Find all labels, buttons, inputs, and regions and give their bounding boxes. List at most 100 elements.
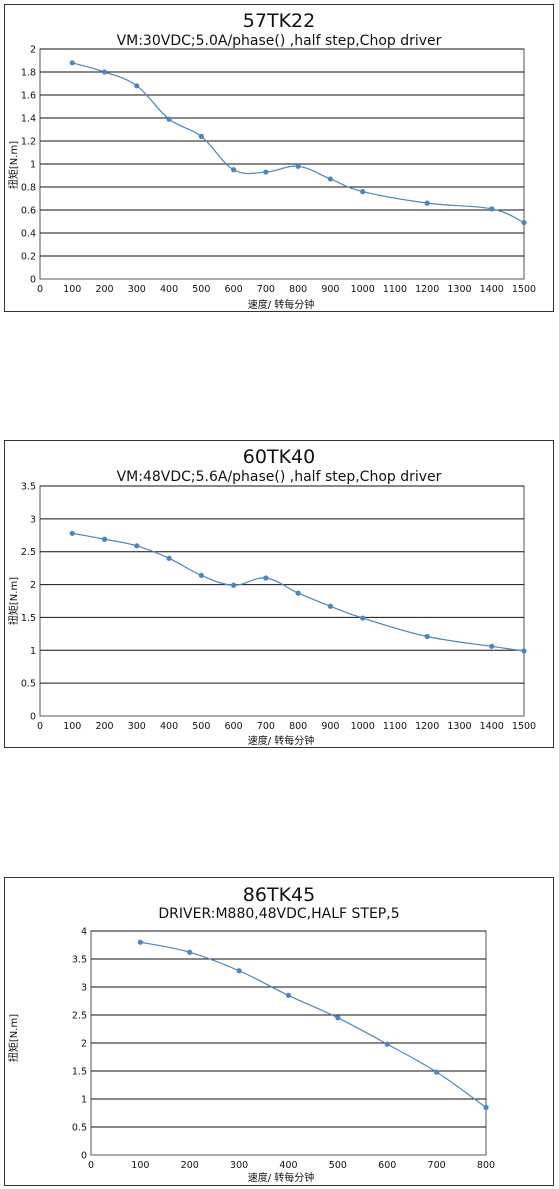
x-tick-label: 500 bbox=[329, 1160, 347, 1171]
y-tick-label: 1 bbox=[30, 646, 36, 657]
x-tick-label: 400 bbox=[160, 284, 178, 295]
x-tick-label: 100 bbox=[63, 721, 81, 732]
y-tick-label: 3.5 bbox=[21, 482, 36, 493]
x-tick-label: 1300 bbox=[447, 284, 471, 295]
data-point bbox=[424, 633, 430, 640]
x-tick-label: 1500 bbox=[512, 284, 536, 295]
x-tick-label: 200 bbox=[181, 1160, 199, 1171]
x-tick-label: 100 bbox=[63, 284, 81, 295]
torque-chart-57tk22: 57TK22 VM:30VDC;5.0A/phase() ,half step,… bbox=[4, 4, 554, 312]
data-point bbox=[521, 648, 527, 654]
y-tick-label: 0.2 bbox=[21, 252, 36, 263]
y-tick-label: 0 bbox=[30, 275, 36, 286]
data-point bbox=[295, 590, 301, 596]
data-point bbox=[101, 536, 108, 542]
x-tick-label: 700 bbox=[257, 721, 275, 732]
series-line bbox=[72, 62, 525, 224]
x-tick-label: 1100 bbox=[383, 284, 407, 295]
y-tick-label: 1.2 bbox=[21, 137, 36, 148]
x-tick-label: 100 bbox=[131, 1160, 149, 1171]
chart-svg-57tk22: 57TK22 VM:30VDC;5.0A/phase() ,half step,… bbox=[7, 10, 536, 311]
y-tick-label: 2 bbox=[81, 1039, 87, 1050]
data-point bbox=[198, 133, 204, 139]
chart-svg-60tk40: 60TK40 VM:48VDC;5.6A/phase() ,half step,… bbox=[7, 446, 536, 747]
y-axis-label: 扭矩[N.m] bbox=[7, 577, 20, 625]
chart-subtitle: DRIVER:M880,48VDC,HALF STEP,5 bbox=[158, 906, 399, 922]
y-tick-label: 0.8 bbox=[21, 183, 36, 194]
y-tick-label: 1 bbox=[30, 160, 36, 171]
data-point bbox=[69, 530, 75, 536]
data-point bbox=[521, 220, 527, 226]
x-tick-label: 1000 bbox=[351, 284, 375, 295]
x-tick-label: 900 bbox=[321, 284, 339, 295]
chart-title: 86TK45 bbox=[243, 884, 315, 906]
data-point bbox=[236, 968, 242, 974]
x-axis-label: 速度/ 转每分钟 bbox=[248, 298, 315, 311]
data-point bbox=[327, 176, 333, 182]
x-tick-label: 1200 bbox=[415, 721, 439, 732]
x-axis-label: 速度/ 转每分钟 bbox=[248, 1171, 315, 1184]
x-tick-label: 200 bbox=[95, 721, 113, 732]
data-point bbox=[166, 116, 172, 122]
x-tick-label: 900 bbox=[321, 721, 339, 732]
y-axis-label: 扭矩[N.m] bbox=[7, 1014, 20, 1062]
x-axis-label: 速度/ 转每分钟 bbox=[248, 734, 315, 747]
x-tick-label: 0 bbox=[37, 284, 43, 295]
x-tick-label: 800 bbox=[289, 721, 307, 732]
x-tick-label: 1500 bbox=[512, 721, 536, 732]
x-tick-label: 300 bbox=[128, 721, 146, 732]
y-tick-label: 2 bbox=[30, 580, 36, 591]
x-tick-label: 800 bbox=[477, 1160, 495, 1171]
x-tick-label: 300 bbox=[230, 1160, 248, 1171]
y-tick-label: 1.8 bbox=[21, 68, 36, 79]
data-point bbox=[263, 169, 269, 175]
x-tick-label: 800 bbox=[289, 284, 307, 295]
y-tick-label: 1.6 bbox=[21, 91, 36, 102]
data-point bbox=[187, 949, 193, 955]
data-point bbox=[434, 1069, 440, 1075]
y-tick-label: 1 bbox=[81, 1095, 87, 1106]
data-point bbox=[134, 83, 140, 89]
y-tick-label: 3 bbox=[81, 983, 87, 994]
x-tick-label: 1300 bbox=[447, 721, 471, 732]
x-tick-label: 500 bbox=[192, 284, 210, 295]
y-tick-label: 3 bbox=[30, 514, 36, 525]
chart-subtitle: VM:30VDC;5.0A/phase() ,half step,Chop dr… bbox=[117, 33, 442, 49]
x-tick-label: 700 bbox=[428, 1160, 446, 1171]
chart-subtitle: VM:48VDC;5.6A/phase() ,half step,Chop dr… bbox=[117, 469, 442, 485]
data-point bbox=[69, 60, 75, 66]
data-point bbox=[335, 1015, 341, 1021]
y-tick-label: 0.5 bbox=[72, 1123, 87, 1134]
y-tick-label: 1.4 bbox=[21, 114, 36, 125]
y-tick-label: 2.5 bbox=[21, 547, 36, 558]
x-tick-label: 600 bbox=[378, 1160, 396, 1171]
x-tick-label: 200 bbox=[95, 284, 113, 295]
x-tick-label: 0 bbox=[88, 1160, 94, 1171]
torque-chart-86tk45: 86TK45 DRIVER:M880,48VDC,HALF STEP,5 0 0.… bbox=[4, 877, 554, 1186]
y-tick-label: 3.5 bbox=[72, 955, 87, 966]
y-tick-label: 1.5 bbox=[21, 613, 36, 624]
y-tick-label: 2 bbox=[30, 45, 36, 56]
x-tick-label: 1400 bbox=[480, 284, 504, 295]
y-tick-label: 0 bbox=[30, 712, 36, 723]
data-point bbox=[489, 206, 495, 212]
data-point bbox=[384, 1041, 390, 1047]
chart-svg-86tk45: 86TK45 DRIVER:M880,48VDC,HALF STEP,5 0 0.… bbox=[7, 884, 495, 1184]
data-point bbox=[231, 582, 237, 588]
series-line bbox=[140, 941, 487, 1108]
data-point bbox=[263, 575, 269, 581]
chart-title: 60TK40 bbox=[243, 446, 315, 468]
x-tick-label: 1400 bbox=[480, 721, 504, 732]
x-tick-label: 400 bbox=[279, 1160, 297, 1171]
y-tick-label: 2.5 bbox=[72, 1011, 87, 1022]
plot-area-frame bbox=[39, 485, 525, 717]
data-point bbox=[360, 189, 366, 195]
y-tick-label: 1.5 bbox=[72, 1067, 87, 1078]
y-tick-label: 4 bbox=[81, 927, 87, 938]
data-point bbox=[198, 572, 204, 578]
data-point bbox=[101, 69, 108, 75]
data-point bbox=[285, 992, 292, 998]
torque-chart-60tk40: 60TK40 VM:48VDC;5.6A/phase() ,half step,… bbox=[4, 440, 554, 748]
data-point bbox=[134, 543, 140, 549]
y-tick-label: 0.4 bbox=[21, 229, 36, 240]
